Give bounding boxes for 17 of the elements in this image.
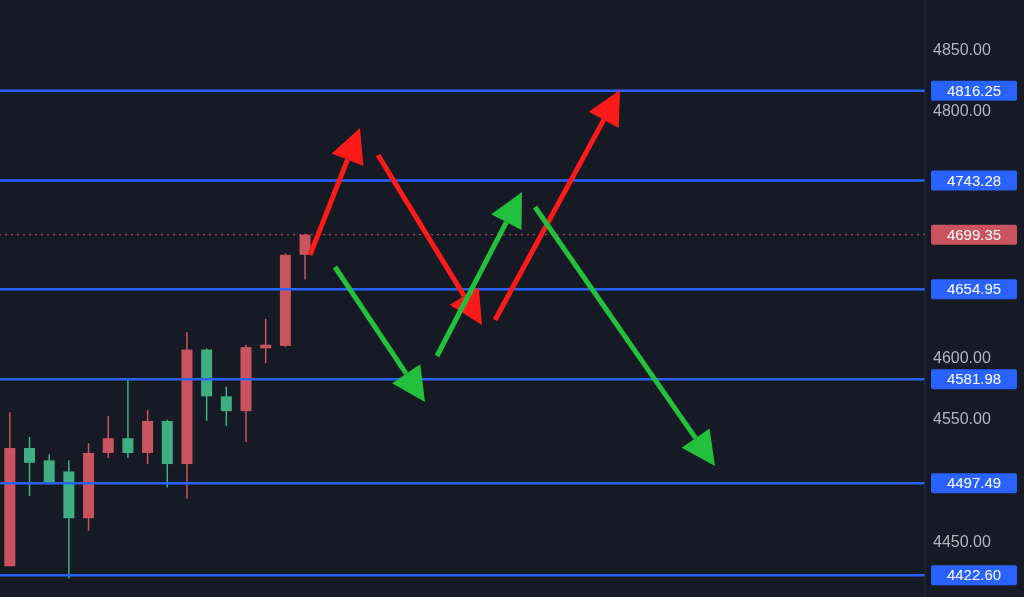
ref-line-label: 4422.60 <box>946 566 1002 584</box>
candlestick <box>220 385 232 427</box>
ref-line-label: 4497.49 <box>946 474 1002 492</box>
ref-line-label: 4699.35 <box>946 225 1002 243</box>
y-tick-label: 4600.00 <box>933 348 991 366</box>
y-tick-label: 4550.00 <box>933 410 991 428</box>
y-tick-label: 4450.00 <box>933 533 991 551</box>
ref-line-label: 4654.95 <box>946 280 1002 298</box>
candlestick <box>43 453 55 484</box>
ref-line-label: 4743.28 <box>946 171 1002 189</box>
ref-line-label: 4581.98 <box>946 370 1002 388</box>
candlestick <box>122 378 134 459</box>
candlestick <box>24 436 36 497</box>
candlestick <box>102 415 114 459</box>
y-tick-label: 4800.00 <box>933 102 991 120</box>
ref-line-label: 4816.25 <box>946 81 1002 99</box>
y-tick-label: 4850.00 <box>933 40 991 58</box>
